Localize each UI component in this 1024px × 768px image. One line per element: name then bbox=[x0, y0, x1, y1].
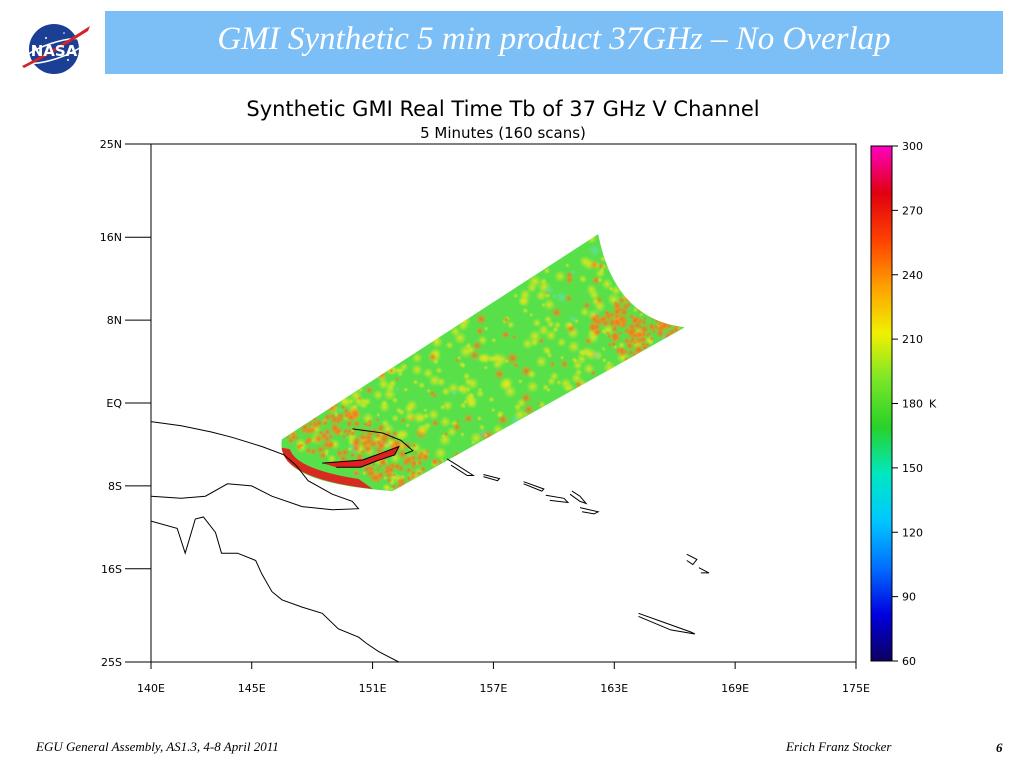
slide-title: GMI Synthetic 5 min product 37GHz – No O… bbox=[217, 21, 891, 57]
colorbar-tick-label: 240 bbox=[902, 269, 923, 282]
colorbar-tick-label: 90 bbox=[902, 591, 916, 604]
coastline bbox=[569, 490, 588, 505]
colorbar-ticks: 300 270 240 210 180 150 120 90 60 bbox=[892, 140, 923, 668]
colorbar-tick-label: 60 bbox=[902, 655, 916, 668]
coastline bbox=[545, 494, 570, 504]
y-tick-label: 8S bbox=[108, 480, 122, 493]
y-tick-label: 25N bbox=[100, 138, 122, 151]
x-tick-label: 145E bbox=[238, 682, 266, 695]
colorbar-tick-label: 150 bbox=[902, 462, 923, 475]
coastline-layer bbox=[151, 421, 710, 662]
colorbar bbox=[870, 145, 893, 662]
x-tick-label: 169E bbox=[721, 682, 749, 695]
page-number: 6 bbox=[996, 740, 1003, 755]
coastline bbox=[322, 445, 400, 468]
coastline bbox=[151, 421, 360, 511]
x-tick-label: 163E bbox=[600, 682, 628, 695]
colorbar-unit: K bbox=[929, 398, 937, 411]
footer-right: Erich Franz Stocker bbox=[786, 739, 892, 754]
swath-texture bbox=[281, 234, 682, 492]
nasa-logo: NASA bbox=[22, 24, 90, 74]
coastline bbox=[352, 428, 414, 455]
nasa-logo-text: NASA bbox=[31, 42, 78, 60]
swath-hot-rim bbox=[281, 447, 373, 490]
coastline bbox=[151, 516, 400, 662]
coastline bbox=[483, 474, 501, 482]
chart-title: Synthetic GMI Real Time Tb of 37 GHz V C… bbox=[246, 97, 759, 121]
coastline bbox=[698, 567, 710, 574]
x-tick-label: 140E bbox=[137, 682, 165, 695]
swath-layer bbox=[281, 234, 685, 492]
y-tick-label: EQ bbox=[106, 397, 122, 410]
x-tick-label: 157E bbox=[479, 682, 507, 695]
y-axis: 25N 16N 8N EQ 8S 16S 25S bbox=[100, 138, 151, 669]
coastline bbox=[446, 458, 476, 476]
chart-subtitle: 5 Minutes (160 scans) bbox=[420, 124, 586, 142]
title-bar: GMI Synthetic 5 min product 37GHz – No O… bbox=[105, 11, 1003, 74]
y-tick-label: 16N bbox=[100, 231, 122, 244]
y-tick-label: 25S bbox=[101, 656, 122, 669]
x-axis: 140E 145E 151E 157E 163E 169E 175E bbox=[137, 662, 870, 695]
colorbar-tick-label: 210 bbox=[902, 333, 923, 346]
y-tick-label: 16S bbox=[101, 563, 122, 576]
y-tick-label: 8N bbox=[107, 314, 122, 327]
coastline bbox=[686, 553, 698, 566]
coastline bbox=[579, 507, 600, 515]
x-tick-label: 151E bbox=[359, 682, 387, 695]
x-tick-label: 175E bbox=[842, 682, 870, 695]
footer-left: EGU General Assembly, AS1.3, 4-8 April 2… bbox=[36, 739, 279, 754]
colorbar-tick-label: 180 bbox=[902, 398, 923, 411]
colorbar-tick-label: 120 bbox=[902, 526, 923, 539]
coastline bbox=[523, 481, 545, 492]
colorbar-tick-label: 300 bbox=[902, 140, 923, 153]
colorbar-tick-label: 270 bbox=[902, 204, 923, 217]
coastline bbox=[638, 612, 696, 635]
